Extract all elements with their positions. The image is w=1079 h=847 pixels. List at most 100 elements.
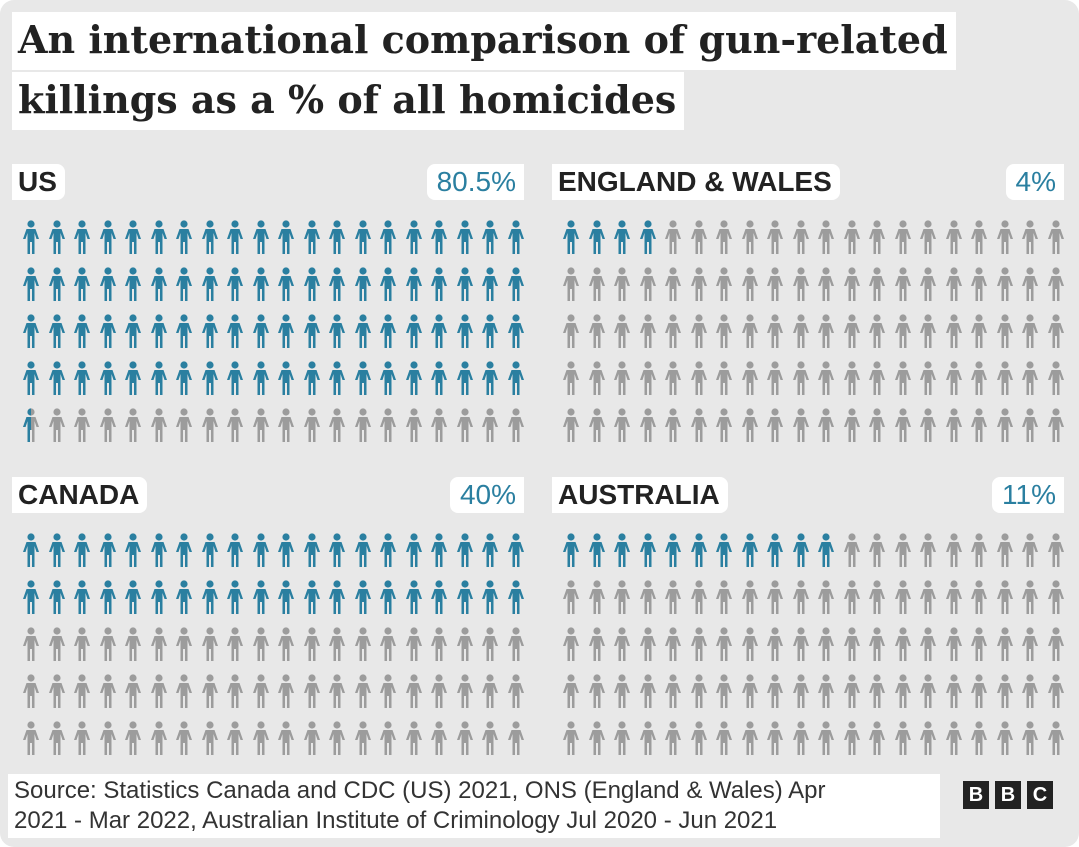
person-icon: [405, 408, 422, 442]
person-icon: [792, 674, 809, 708]
person-icon: [74, 627, 90, 661]
person-icon: [125, 267, 141, 301]
person-icon: [639, 721, 656, 755]
person-icon: [563, 580, 579, 614]
person-icon: [971, 408, 987, 442]
person-icon: [482, 721, 498, 755]
person-icon: [716, 627, 732, 661]
person-icon: [48, 314, 65, 348]
person-icon: [665, 314, 681, 348]
person-icon: [869, 267, 885, 301]
person-icon: [380, 627, 396, 661]
person-icon: [588, 220, 605, 254]
person-icon: [329, 674, 345, 708]
person-icon: [456, 408, 473, 442]
person-icon: [741, 533, 758, 567]
person-icon: [150, 721, 167, 755]
person-icon: [792, 627, 809, 661]
person-icon: [99, 220, 116, 254]
person-icon: [431, 533, 447, 567]
person-icon: [48, 408, 65, 442]
person-icon: [767, 267, 783, 301]
person-icon: [380, 267, 396, 301]
person-icon: [507, 580, 524, 614]
person-icon: [614, 674, 630, 708]
person-icon: [380, 361, 396, 395]
person-icon: [741, 674, 758, 708]
person-icon: [405, 361, 422, 395]
person-icon: [971, 721, 987, 755]
person-icon: [74, 220, 90, 254]
person-icon: [945, 267, 962, 301]
person-icon: [99, 314, 116, 348]
person-icon: [818, 267, 834, 301]
person-icon: [176, 220, 192, 254]
source-line-1: Source: Statistics Canada and CDC (US) 2…: [14, 777, 826, 804]
person-icon: [380, 408, 396, 442]
person-icon: [690, 580, 707, 614]
person-icon: [1047, 674, 1064, 708]
percent-label: 4%: [1005, 164, 1064, 200]
person-icon: [639, 267, 656, 301]
person-icon: [431, 674, 447, 708]
chart-title: An international comparison of gun-relat…: [12, 12, 956, 132]
person-icon: [252, 361, 269, 395]
person-icon: [482, 674, 498, 708]
person-icon: [869, 314, 885, 348]
person-icon: [176, 580, 192, 614]
person-icon: [125, 627, 141, 661]
person-icon: [303, 533, 320, 567]
person-icon: [482, 361, 498, 395]
person-icon: [894, 580, 911, 614]
percent-label: 40%: [449, 477, 524, 513]
person-icon: [1047, 408, 1064, 442]
person-icon: [329, 361, 345, 395]
person-icon: [227, 580, 243, 614]
person-icon: [894, 533, 911, 567]
person-icon: [354, 580, 371, 614]
person-icon: [818, 361, 834, 395]
person-icon: [920, 267, 936, 301]
person-icon: [996, 627, 1013, 661]
person-icon: [303, 627, 320, 661]
person-icon: [74, 267, 90, 301]
person-icon: [767, 408, 783, 442]
person-icon: [843, 408, 860, 442]
person-icon: [252, 314, 269, 348]
person-icon: [792, 580, 809, 614]
person-icon: [507, 674, 524, 708]
person-icon: [1022, 314, 1038, 348]
person-icon: [125, 361, 141, 395]
person-icon: [48, 580, 65, 614]
person-icon: [690, 361, 707, 395]
person-icon: [482, 533, 498, 567]
person-icon: [690, 533, 707, 567]
person-icon: [482, 580, 498, 614]
person-icon: [716, 408, 732, 442]
person-icon: [1022, 674, 1038, 708]
person-icon: [996, 533, 1013, 567]
person-icon: [690, 721, 707, 755]
person-icon: [665, 408, 681, 442]
person-icon: [278, 533, 294, 567]
person-icon: [792, 408, 809, 442]
person-icon: [125, 220, 141, 254]
person-icon: [1022, 267, 1038, 301]
person-icon: [23, 361, 39, 395]
person-icon: [201, 361, 218, 395]
person-icon: [99, 627, 116, 661]
person-icon: [482, 314, 498, 348]
person-icon: [99, 361, 116, 395]
person-icon: [971, 627, 987, 661]
person-icon: [818, 674, 834, 708]
person-icon: [894, 627, 911, 661]
person-icon: [945, 314, 962, 348]
person-icon: [405, 267, 422, 301]
person-icon: [690, 674, 707, 708]
person-icon: [99, 533, 116, 567]
person-icon: [716, 533, 732, 567]
person-icon: [1047, 220, 1064, 254]
person-icon: [150, 314, 167, 348]
person-icon: [227, 267, 243, 301]
person-icon: [456, 220, 473, 254]
